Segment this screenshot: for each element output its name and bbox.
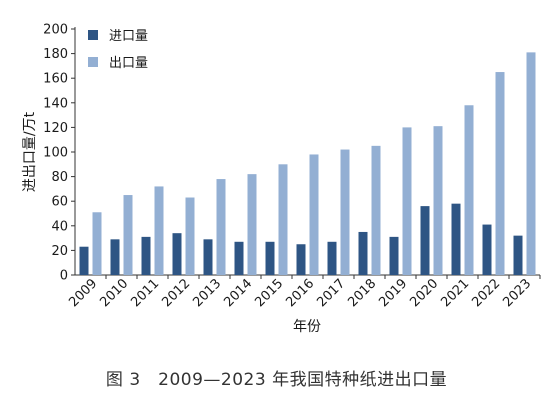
bar-import	[79, 246, 89, 275]
x-tick-label: 2018	[345, 276, 379, 310]
x-tick-label: 2010	[97, 276, 131, 310]
x-tick-label: 2023	[500, 276, 534, 310]
x-tick-label: 2019	[376, 276, 410, 310]
bar-export	[92, 212, 102, 275]
x-tick-label: 2016	[283, 276, 317, 310]
legend-swatch-export	[88, 57, 98, 67]
bar-import	[327, 241, 337, 275]
bar-export	[216, 179, 226, 275]
legend-label-export: 出口量	[109, 56, 148, 71]
y-tick-label: 0	[60, 269, 68, 284]
bar-export	[495, 72, 505, 275]
y-tick-label: 140	[43, 96, 68, 111]
x-tick-label: 2009	[66, 276, 100, 310]
bar-import	[420, 206, 430, 275]
x-axis-title: 年份	[293, 319, 321, 335]
bar-import	[482, 224, 492, 275]
legend-swatch-import	[88, 30, 98, 40]
y-tick-label: 60	[51, 195, 68, 210]
y-tick-label: 40	[51, 219, 68, 234]
x-axis-tick-labels: 2009201020112012201320142015201620172018…	[66, 276, 534, 310]
bar-import	[110, 239, 120, 275]
bar-import	[234, 241, 244, 275]
x-tick-label: 2014	[221, 276, 255, 310]
bar-import	[203, 239, 213, 275]
figure-caption: 图 3 2009—2023 年我国特种纸进出口量	[105, 370, 448, 390]
bar-import	[451, 203, 461, 275]
bar-export	[371, 145, 381, 275]
bar-export	[309, 154, 319, 275]
x-tick-label: 2011	[128, 276, 162, 310]
bar-export	[278, 164, 288, 275]
y-tick-label: 100	[43, 146, 68, 161]
y-tick-label: 120	[43, 121, 68, 136]
bar-import	[172, 233, 182, 275]
bar-import	[358, 231, 368, 275]
x-tick-label: 2013	[190, 276, 224, 310]
y-tick-label: 80	[51, 170, 68, 185]
bar-export	[526, 52, 536, 276]
y-axis-title: 进出口量/万t	[22, 111, 38, 192]
bar-export	[247, 174, 257, 275]
bar-export	[433, 126, 443, 275]
bar-export	[464, 105, 474, 275]
legend-label-import: 进口量	[109, 29, 148, 44]
bar-export	[154, 186, 164, 275]
y-axis-ticks: 0 20 40 60 80 100 120 140 160 180 200	[43, 23, 75, 284]
x-tick-label: 2017	[314, 276, 348, 310]
bar-import	[389, 236, 399, 275]
bar-export	[185, 197, 195, 275]
x-tick-label: 2015	[252, 276, 286, 310]
x-tick-label: 2022	[469, 276, 503, 310]
y-tick-label: 200	[43, 23, 68, 38]
bar-export	[340, 149, 350, 275]
bar-export	[402, 127, 412, 276]
y-tick-label: 20	[51, 244, 68, 259]
chart-bars	[79, 52, 536, 276]
x-tick-label: 2021	[438, 276, 472, 310]
bar-import	[296, 244, 306, 275]
x-tick-label: 2012	[159, 276, 193, 310]
y-tick-label: 180	[43, 47, 68, 62]
bar-import	[141, 236, 151, 275]
y-tick-label: 160	[43, 72, 68, 87]
bar-import	[265, 241, 275, 275]
bar-import	[513, 235, 523, 275]
bar-export	[123, 195, 133, 275]
chart-axes	[74, 27, 541, 279]
bar-chart: 0 20 40 60 80 100 120 140 160 180 200 200920102011…	[22, 23, 541, 335]
x-tick-label: 2020	[407, 276, 441, 310]
